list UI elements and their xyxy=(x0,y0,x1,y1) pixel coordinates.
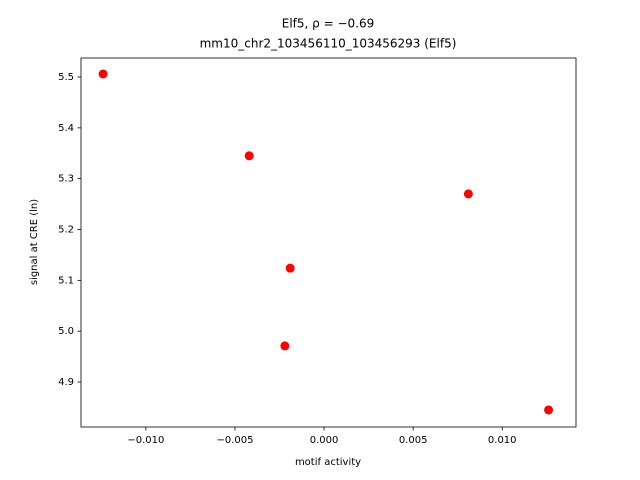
plot-frame xyxy=(80,57,577,428)
point xyxy=(244,151,254,161)
x-tick-label: −0.005 xyxy=(216,435,253,446)
chart-subtitle: mm10_chr2_103456110_103456293 (Elf5) xyxy=(200,37,457,51)
point xyxy=(280,341,290,351)
point xyxy=(544,405,554,415)
y-tick-label: 5.1 xyxy=(58,275,74,286)
point xyxy=(98,69,108,79)
y-tick-label: 5.4 xyxy=(58,123,74,134)
x-axis-label: motif activity xyxy=(295,457,361,468)
x-tick-label: 0.010 xyxy=(488,435,517,446)
y-tick-label: 5.0 xyxy=(58,326,74,337)
x-tick-label: −0.010 xyxy=(127,435,164,446)
chart-title: Elf5, ρ = −0.69 xyxy=(282,17,374,31)
point xyxy=(285,263,295,273)
x-tick-label: 0.005 xyxy=(399,435,428,446)
y-tick-label: 5.2 xyxy=(58,225,74,236)
y-tick-label: 5.3 xyxy=(58,174,74,185)
y-tick-label: 4.9 xyxy=(58,377,74,388)
x-tick-label: 0.000 xyxy=(310,435,339,446)
point xyxy=(463,189,473,199)
y-axis-label: signal at CRE (ln) xyxy=(29,199,40,285)
y-tick-label: 5.5 xyxy=(58,72,74,83)
